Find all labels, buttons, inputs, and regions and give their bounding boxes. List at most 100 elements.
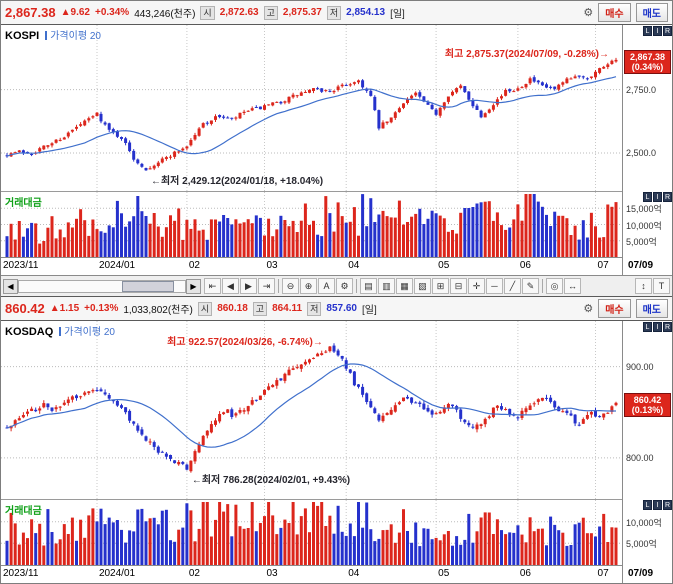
overlay-chart-icon[interactable]: ▧ (414, 278, 431, 294)
pane-button-l[interactable]: L (643, 500, 652, 510)
step-forward-icon[interactable]: ▶ (240, 278, 257, 294)
high-annotation: 최고 2,875.37(2024/07/09, -0.28%)→ (444, 48, 609, 60)
low-label: 저 (326, 5, 342, 20)
x-axis-label: 2024/01 (98, 260, 136, 271)
x-axis-label: 06 (519, 260, 531, 271)
scrollbar-thumb[interactable] (121, 280, 174, 292)
toolbar-separator (356, 279, 357, 293)
zoom-in-icon[interactable]: ⊕ (300, 278, 317, 294)
kosdaq-volume-legend: 거래대금 (5, 506, 42, 517)
x-axis-label: 04 (348, 568, 360, 579)
buy-button[interactable]: 매수 (598, 299, 631, 318)
buy-button[interactable]: 매수 (598, 3, 631, 22)
magnifier-icon[interactable]: ◎ (546, 278, 563, 294)
auto-scale-icon[interactable]: A (318, 278, 335, 294)
crosshair-icon[interactable]: ✛ (468, 278, 485, 294)
volume-grid-label: 10,000억 (626, 517, 662, 528)
x-axis-label: 2023/11 (3, 260, 39, 271)
x-axis-end-date: 07/09 (628, 260, 654, 271)
kospi-last-price: 2,867.38 (5, 5, 56, 20)
pane-button-i[interactable]: I (653, 26, 662, 36)
chart-settings-icon[interactable]: ⚙ (336, 278, 353, 294)
period-indicator: [일] (361, 305, 377, 316)
up-arrow-icon: ▲ (49, 303, 60, 314)
ma-legend-label: 가격이평 (64, 327, 102, 338)
high-annotation: 최고 922.57(2024/03/26, -6.74%)→ (167, 337, 323, 349)
indicator-window-icon[interactable]: ▤ (360, 278, 377, 294)
ma-legend-marker (59, 327, 62, 336)
remove-pane-icon[interactable]: ⊟ (450, 278, 467, 294)
x-axis-label: 02 (188, 260, 200, 271)
settings-gear-icon[interactable]: ⚙ (583, 303, 594, 315)
low-annotation: ←최저 786.28(2024/02/01, +9.43%) (191, 475, 351, 487)
trend-line-icon[interactable]: ╱ (504, 278, 521, 294)
toolbar-icon-group: ⇤ ◀ ▶ ⇥ ⊖ ⊕ A ⚙ ▤ ▥ ▦ ▧ ⊞ ⊟ ✛ ─ ╱ ✎ ◎ ↔ ↕ T (204, 278, 670, 294)
add-pane-icon[interactable]: ⊞ (432, 278, 449, 294)
kospi-volume-readout: 443,246(천주) (134, 9, 196, 20)
kospi-volume-pane[interactable]: 거래대금 (1, 191, 622, 257)
x-axis-label: 03 (266, 260, 278, 271)
pane-layout-icon[interactable]: ▥ (378, 278, 395, 294)
grid-icon[interactable]: ▦ (396, 278, 413, 294)
volume-grid-label: 10,000억 (626, 220, 662, 231)
ma-period-value: 20 (103, 327, 115, 338)
horizontal-line-icon[interactable]: ─ (486, 278, 503, 294)
chart-symbol-label: KOSDAQ (5, 326, 54, 338)
volume-grid-label: 5,000억 (626, 236, 657, 247)
pane-button-i[interactable]: I (653, 192, 662, 202)
kosdaq-volume-pane[interactable]: 거래대금 (1, 499, 622, 565)
low-value: 857.60 (326, 303, 357, 314)
kospi-legend: KOSPI 가격이평 20 (5, 27, 101, 42)
pane-button-r[interactable]: R (663, 500, 672, 510)
sell-button[interactable]: 매도 (635, 299, 668, 318)
scrollbar-track[interactable] (18, 279, 186, 293)
high-label: 고 (252, 301, 268, 316)
toolbar-separator (542, 279, 543, 293)
kospi-volume-chart (1, 192, 622, 257)
x-axis-label: 07 (597, 260, 609, 271)
draw-pencil-icon[interactable]: ✎ (522, 278, 539, 294)
kosdaq-price-change: ▲1.15 (49, 303, 80, 314)
current-price-tag: 2,867.38 (0.34%) (624, 49, 671, 74)
pane-button-i[interactable]: I (653, 322, 662, 332)
x-axis-label: 05 (438, 260, 450, 271)
settings-gear-icon[interactable]: ⚙ (583, 7, 594, 19)
open-value: 860.18 (217, 303, 248, 314)
high-label: 고 (263, 5, 278, 20)
current-price-tag: 860.42 (0.13%) (624, 392, 671, 417)
chart-scrollbar: ◀ ▶ (3, 278, 201, 294)
up-arrow-icon: ▲ (60, 7, 71, 18)
low-annotation: ←최저 2,429.12(2024/01/18, +18.04%) (150, 175, 324, 187)
pane-button-i[interactable]: I (653, 500, 662, 510)
ma-legend-marker (45, 31, 48, 40)
x-axis-label: 04 (348, 260, 360, 271)
step-back-icon[interactable]: ◀ (222, 278, 239, 294)
pane-button-l[interactable]: L (643, 26, 652, 36)
kosdaq-quote-bar: 860.42 ▲1.15 +0.13% 1,033,802(천주) 시 860.… (1, 297, 672, 321)
pane-button-l[interactable]: L (643, 322, 652, 332)
pane-button-r[interactable]: R (663, 322, 672, 332)
text-tool-icon[interactable]: T (653, 278, 670, 294)
scroll-left-button[interactable]: ◀ (3, 278, 18, 294)
kospi-price-pane[interactable]: KOSPI 가격이평 20 최고 2,875.37(2024/07/09, -0.… (1, 25, 622, 191)
kosdaq-change-pct: +0.13% (84, 303, 119, 314)
sell-button[interactable]: 매도 (635, 3, 668, 22)
go-last-icon[interactable]: ⇥ (258, 278, 275, 294)
kosdaq-price-pane[interactable]: KOSDAQ 가격이평 20 최고 922.57(2024/03/26, -6.7… (1, 321, 622, 499)
x-axis-end-date: 07/09 (628, 568, 654, 579)
price-grid-label: 2,500.0 (626, 147, 657, 158)
pan-hand-icon[interactable]: ↔ (564, 278, 581, 294)
zoom-out-icon[interactable]: ⊖ (282, 278, 299, 294)
pane-button-l[interactable]: L (643, 192, 652, 202)
low-value: 2,854.13 (346, 7, 386, 18)
scroll-right-button[interactable]: ▶ (186, 278, 201, 294)
x-axis-label: 02 (188, 568, 200, 579)
fit-height-icon[interactable]: ↕ (635, 278, 652, 294)
pane-button-r[interactable]: R (663, 192, 672, 202)
go-first-icon[interactable]: ⇤ (204, 278, 221, 294)
pane-button-r[interactable]: R (663, 26, 672, 36)
